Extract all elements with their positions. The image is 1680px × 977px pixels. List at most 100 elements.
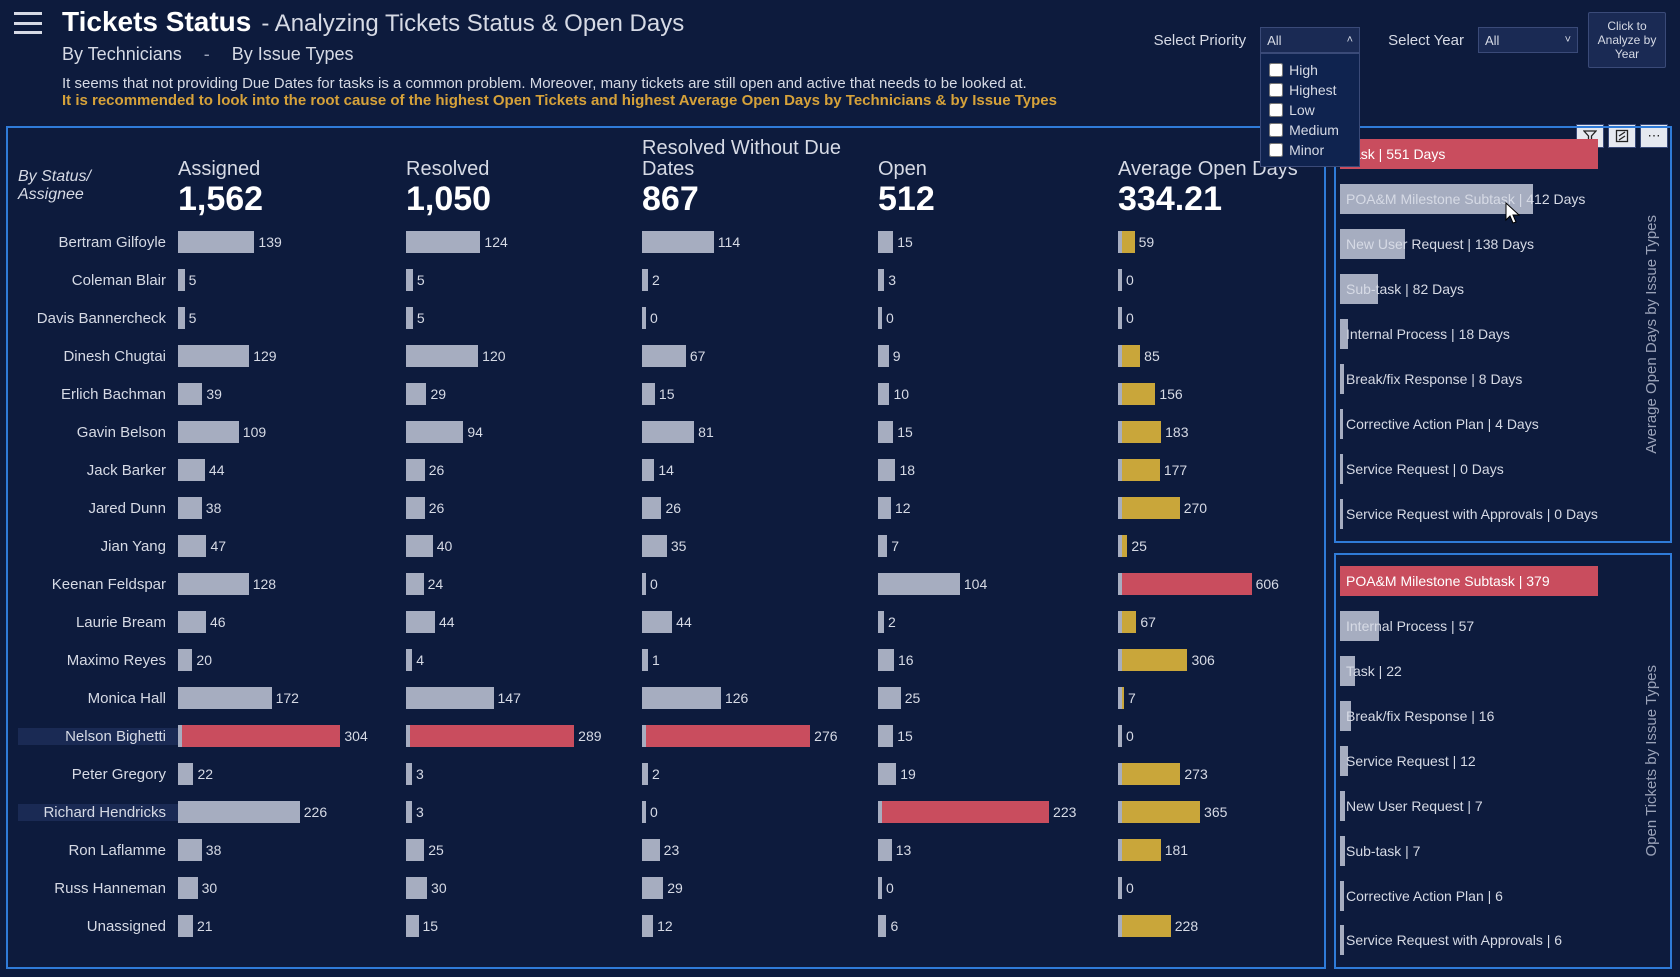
row-header: By Status/Assignee bbox=[18, 138, 178, 205]
bar bbox=[882, 345, 889, 367]
hamburger-menu[interactable] bbox=[14, 12, 42, 34]
bar bbox=[1122, 345, 1140, 367]
assignee-label: Erlich Bachman bbox=[18, 386, 178, 403]
bar-cell: 67 bbox=[1118, 611, 1308, 633]
bar bbox=[182, 611, 206, 633]
bar-cell: 124 bbox=[406, 231, 642, 253]
side-row[interactable]: POA&M Milestone Subtask | 412 Days bbox=[1340, 181, 1638, 217]
bar bbox=[1122, 687, 1124, 709]
priority-option[interactable]: Medium bbox=[1269, 120, 1351, 140]
table-row[interactable]: Jared Dunn38262612270 bbox=[18, 489, 1314, 527]
side-bar-label: Break/fix Response | 8 Days bbox=[1340, 371, 1522, 387]
side-row[interactable]: Internal Process | 57 bbox=[1340, 608, 1638, 644]
analyze-by-year-button[interactable]: Click to Analyze by Year bbox=[1588, 12, 1666, 68]
bar-value: 276 bbox=[814, 728, 837, 744]
table-row[interactable]: Laurie Bream464444267 bbox=[18, 603, 1314, 641]
table-row[interactable]: Keenan Feldspar128240104606 bbox=[18, 565, 1314, 603]
tab-by-issue-types[interactable]: By Issue Types bbox=[232, 44, 354, 65]
table-row[interactable]: Dinesh Chugtai12912067985 bbox=[18, 337, 1314, 375]
side-row[interactable]: Task | 551 Days bbox=[1340, 136, 1638, 172]
side-row[interactable]: Sub-task | 82 Days bbox=[1340, 271, 1638, 307]
table-row[interactable]: Erlich Bachman39291510156 bbox=[18, 375, 1314, 413]
priority-option-checkbox[interactable] bbox=[1269, 63, 1283, 77]
metric-value: 512 bbox=[878, 180, 1118, 219]
priority-option[interactable]: High bbox=[1269, 60, 1351, 80]
bar-value: 25 bbox=[428, 842, 444, 858]
bar bbox=[882, 421, 893, 443]
side-row[interactable]: New User Request | 138 Days bbox=[1340, 226, 1638, 262]
bar bbox=[182, 421, 239, 443]
side-row[interactable]: Sub-task | 7 bbox=[1340, 833, 1638, 869]
bar-cell: 126 bbox=[642, 687, 878, 709]
bar bbox=[1122, 573, 1252, 595]
bar-cell: 30 bbox=[406, 877, 642, 899]
table-row[interactable]: Coleman Blair55230 bbox=[18, 261, 1314, 299]
side-bar-label: POA&M Milestone Subtask | 412 Days bbox=[1340, 191, 1585, 207]
bar-cell: 14 bbox=[642, 459, 878, 481]
priority-option-checkbox[interactable] bbox=[1269, 103, 1283, 117]
table-row[interactable]: Ron Laflamme38252313181 bbox=[18, 831, 1314, 869]
priority-option-label: High bbox=[1289, 62, 1318, 78]
table-row[interactable]: Monica Hall172147126257 bbox=[18, 679, 1314, 717]
bar-value: 156 bbox=[1159, 386, 1182, 402]
table-row[interactable]: Richard Hendricks22630223365 bbox=[18, 793, 1314, 831]
metric-title: Resolved bbox=[406, 159, 642, 180]
priority-select[interactable]: All ˄ bbox=[1260, 27, 1360, 53]
side-row[interactable]: Corrective Action Plan | 6 bbox=[1340, 878, 1638, 914]
priority-option-label: Medium bbox=[1289, 122, 1339, 138]
table-row[interactable]: Jack Barker44261418177 bbox=[18, 451, 1314, 489]
bar-value: 44 bbox=[439, 614, 455, 630]
priority-option-checkbox[interactable] bbox=[1269, 83, 1283, 97]
bar-value: 67 bbox=[1140, 614, 1156, 630]
bar-value: 39 bbox=[206, 386, 222, 402]
bar-cell: 6 bbox=[878, 915, 1118, 937]
year-select[interactable]: All ˅ bbox=[1478, 27, 1578, 53]
bar-cell: 7 bbox=[878, 535, 1118, 557]
table-row[interactable]: Maximo Reyes204116306 bbox=[18, 641, 1314, 679]
bar-value: 21 bbox=[197, 918, 213, 934]
table-row[interactable]: Bertram Gilfoyle1391241141559 bbox=[18, 223, 1314, 261]
side-row[interactable]: New User Request | 7 bbox=[1340, 788, 1638, 824]
side-row[interactable]: Service Request with Approvals | 0 Days bbox=[1340, 496, 1638, 532]
bar-cell: 46 bbox=[178, 611, 406, 633]
bar bbox=[646, 459, 654, 481]
bar-cell: 147 bbox=[406, 687, 642, 709]
side-row[interactable]: Internal Process | 18 Days bbox=[1340, 316, 1638, 352]
assignee-label: Russ Hanneman bbox=[18, 880, 178, 897]
bar bbox=[182, 649, 192, 671]
bar-value: 129 bbox=[253, 348, 276, 364]
side-row[interactable]: Service Request | 12 bbox=[1340, 743, 1638, 779]
bar-cell: 2 bbox=[642, 763, 878, 785]
bar-value: 16 bbox=[898, 652, 914, 668]
side-row[interactable]: Service Request | 0 Days bbox=[1340, 451, 1638, 487]
priority-option[interactable]: Highest bbox=[1269, 80, 1351, 100]
table-row[interactable]: Unassigned2115126228 bbox=[18, 907, 1314, 945]
side-row[interactable]: Break/fix Response | 16 bbox=[1340, 698, 1638, 734]
table-row[interactable]: Davis Bannercheck55000 bbox=[18, 299, 1314, 337]
priority-dropdown-panel[interactable]: High HighestLow Medium Minor bbox=[1260, 53, 1360, 167]
priority-option[interactable]: Low bbox=[1269, 100, 1351, 120]
bar-cell: 3 bbox=[878, 269, 1118, 291]
table-row[interactable]: Jian Yang474035725 bbox=[18, 527, 1314, 565]
side-row[interactable]: Break/fix Response | 8 Days bbox=[1340, 361, 1638, 397]
table-row[interactable]: Russ Hanneman30302900 bbox=[18, 869, 1314, 907]
table-row[interactable]: Peter Gregory223219273 bbox=[18, 755, 1314, 793]
priority-option[interactable]: Minor bbox=[1269, 140, 1351, 160]
side-row[interactable]: Service Request with Approvals | 6 bbox=[1340, 922, 1638, 958]
side-row[interactable]: POA&M Milestone Subtask | 379 bbox=[1340, 563, 1638, 599]
tab-separator: - bbox=[204, 44, 210, 65]
description-line2: It is recommended to look into the root … bbox=[62, 92, 1134, 109]
bar bbox=[882, 839, 892, 861]
table-row[interactable]: Gavin Belson109948115183 bbox=[18, 413, 1314, 451]
side-row[interactable]: Corrective Action Plan | 4 Days bbox=[1340, 406, 1638, 442]
assignee-label: Peter Gregory bbox=[18, 766, 178, 783]
bar-value: 3 bbox=[416, 766, 424, 782]
table-row[interactable]: Nelson Bighetti304289276150 bbox=[18, 717, 1314, 755]
priority-option-checkbox[interactable] bbox=[1269, 143, 1283, 157]
tab-by-technicians[interactable]: By Technicians bbox=[62, 44, 182, 65]
bar-cell: 59 bbox=[1118, 231, 1308, 253]
bar-cell: 181 bbox=[1118, 839, 1308, 861]
side-row[interactable]: Task | 22 bbox=[1340, 653, 1638, 689]
bar bbox=[410, 535, 433, 557]
priority-option-checkbox[interactable] bbox=[1269, 123, 1283, 137]
